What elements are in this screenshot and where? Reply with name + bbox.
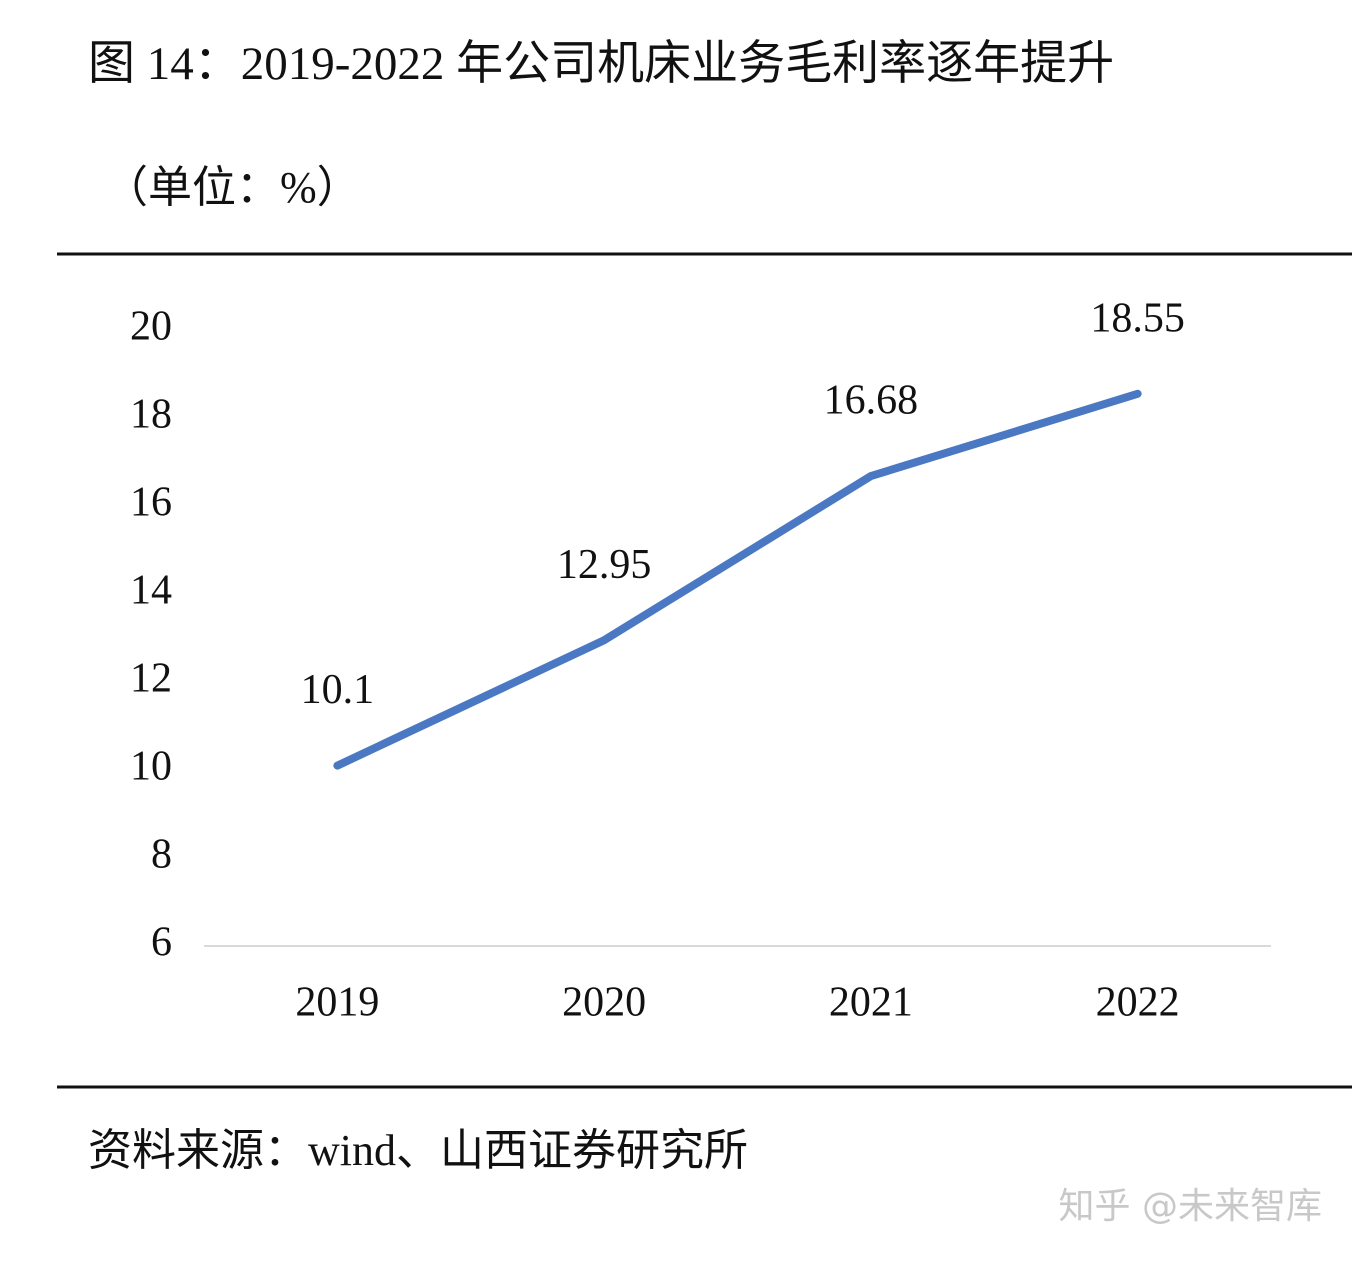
data-label: 16.68 <box>824 378 919 424</box>
y-tick-label: 16 <box>130 480 172 526</box>
x-tick-label: 2022 <box>1096 980 1180 1026</box>
line-series <box>333 389 1142 770</box>
y-tick-label: 6 <box>151 920 172 966</box>
y-tick-label: 18 <box>130 392 172 438</box>
y-tick-label: 10 <box>130 744 172 790</box>
y-tick-label: 20 <box>130 304 172 350</box>
x-tick-label: 2019 <box>295 980 379 1026</box>
y-tick-label: 12 <box>130 656 172 702</box>
watermark: 知乎 @未来智库 <box>1059 1186 1322 1227</box>
data-label: 12.95 <box>557 542 652 588</box>
chart-title: 图 14：2019-2022 年公司机床业务毛利率逐年提升 <box>88 38 1114 90</box>
y-tick-label: 8 <box>151 832 172 878</box>
x-tick-label: 2021 <box>829 980 913 1026</box>
y-tick-label: 14 <box>130 568 172 614</box>
chart-subtitle: （单位：%） <box>104 163 361 212</box>
data-label: 18.55 <box>1090 295 1185 341</box>
x-tick-label: 2020 <box>562 980 646 1026</box>
data-label: 10.1 <box>301 667 375 713</box>
source-note: 资料来源：wind、山西证券研究所 <box>88 1126 748 1175</box>
